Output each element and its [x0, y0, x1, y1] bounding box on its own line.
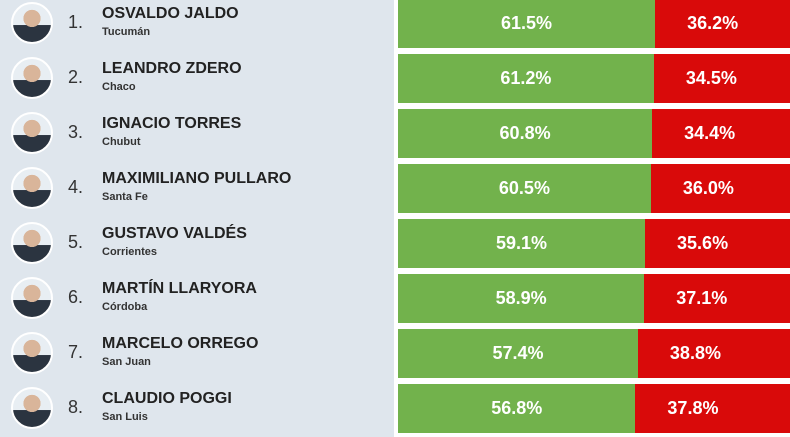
rank: 2. [68, 67, 84, 87]
row: 1. OSVALDO JALDO Tucumán 61.5% 36.2% [0, 0, 790, 49]
disapprove-bar: 38.8% [637, 329, 790, 378]
avatar [11, 387, 53, 429]
approve-bar: 58.9% [398, 274, 645, 323]
rank: 3. [68, 122, 84, 142]
province: Córdoba [102, 301, 148, 313]
avatar [11, 332, 53, 374]
row: 2. LEANDRO ZDERO Chaco 61.2% 34.5% [0, 54, 790, 104]
province: Chubut [102, 136, 141, 148]
avatar [11, 112, 53, 154]
rank: 6. [68, 287, 84, 307]
avatar [11, 277, 53, 319]
province: Chaco [102, 81, 136, 93]
governor-name: MARCELO ORREGO [102, 335, 259, 352]
row: 7. MARCELO ORREGO San Juan 57.4% 38.8% [0, 329, 790, 379]
disapprove-bar: 34.5% [653, 54, 790, 103]
approve-bar: 56.8% [398, 384, 636, 433]
row: 8. CLAUDIO POGGI San Luis 56.8% 37.8% [0, 384, 790, 434]
governor-name: LEANDRO ZDERO [102, 60, 242, 77]
disapprove-bar: 35.6% [645, 219, 790, 268]
governor-name: GUSTAVO VALDÉS [102, 225, 247, 242]
disapprove-bar: 36.2% [655, 0, 790, 48]
row: 5. GUSTAVO VALDÉS Corrientes 59.1% 35.6% [0, 219, 790, 269]
governor-name: IGNACIO TORRES [102, 115, 242, 132]
disapprove-bar: 37.8% [635, 384, 790, 433]
province: Santa Fe [102, 191, 148, 203]
province: San Luis [102, 411, 148, 423]
approve-bar: 61.5% [398, 0, 656, 48]
avatar [11, 222, 53, 264]
rank: 8. [68, 397, 84, 417]
governor-name: MAXIMILIANO PULLARO [102, 170, 292, 187]
approve-bar: 60.5% [398, 164, 651, 213]
governor-name: OSVALDO JALDO [102, 5, 239, 22]
disapprove-bar: 37.1% [644, 274, 790, 323]
row: 3. IGNACIO TORRES Chubut 60.8% 34.4% [0, 109, 790, 159]
row: 4. MAXIMILIANO PULLARO Santa Fe 60.5% 36.0% [0, 164, 790, 214]
row: 6. MARTÍN LLARYORA Córdoba 58.9% 37.1% [0, 274, 790, 324]
rank: 1. [68, 12, 84, 32]
province: Tucumán [102, 26, 151, 38]
disapprove-bar: 34.4% [652, 109, 790, 158]
governor-name: CLAUDIO POGGI [102, 390, 232, 407]
disapprove-bar: 36.0% [650, 164, 790, 213]
governor-name: MARTÍN LLARYORA [102, 280, 257, 297]
province: San Juan [102, 356, 151, 368]
avatar [11, 57, 53, 99]
approve-bar: 60.8% [398, 109, 653, 158]
rank: 4. [68, 177, 84, 197]
avatar [11, 2, 53, 44]
avatar [11, 167, 53, 209]
approve-bar: 59.1% [398, 219, 646, 268]
rank: 7. [68, 342, 84, 362]
left-panel [0, 0, 394, 437]
province: Corrientes [102, 246, 158, 258]
rank: 5. [68, 232, 84, 252]
approve-bar: 61.2% [398, 54, 654, 103]
approve-bar: 57.4% [398, 329, 638, 378]
